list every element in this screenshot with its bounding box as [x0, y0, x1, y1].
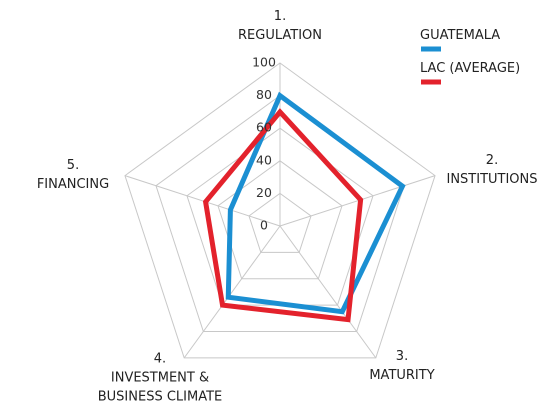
series-line — [225, 91, 406, 315]
legend-label: LAC (AVERAGE) — [420, 61, 521, 76]
axis-label: 4. INVESTMENT & BUSINESS CLIMATE — [97, 351, 223, 405]
r-tick-label: 40 — [256, 152, 272, 167]
grid-ring — [217, 160, 343, 280]
legend-label: GUATEMALA — [420, 28, 501, 43]
spoke — [279, 225, 377, 359]
axis-label: 5. FINANCING — [36, 158, 110, 192]
axis-label: 3. MATURITY — [369, 349, 435, 383]
spoke — [279, 175, 436, 227]
r-tick-label: 100 — [252, 55, 276, 70]
grid-ring — [124, 62, 436, 359]
axis-label: 1. REGULATION — [238, 9, 322, 43]
grid-ring — [248, 192, 312, 253]
r-tick-label: 20 — [256, 185, 272, 200]
spoke — [183, 225, 281, 359]
series-line — [202, 108, 364, 323]
axis-label: 2. INSTITUTIONS — [446, 153, 538, 187]
r-tick-label: 0 — [260, 218, 268, 233]
r-tick-label: 80 — [256, 87, 272, 102]
spoke — [124, 175, 281, 227]
r-tick-label: 60 — [256, 120, 272, 135]
